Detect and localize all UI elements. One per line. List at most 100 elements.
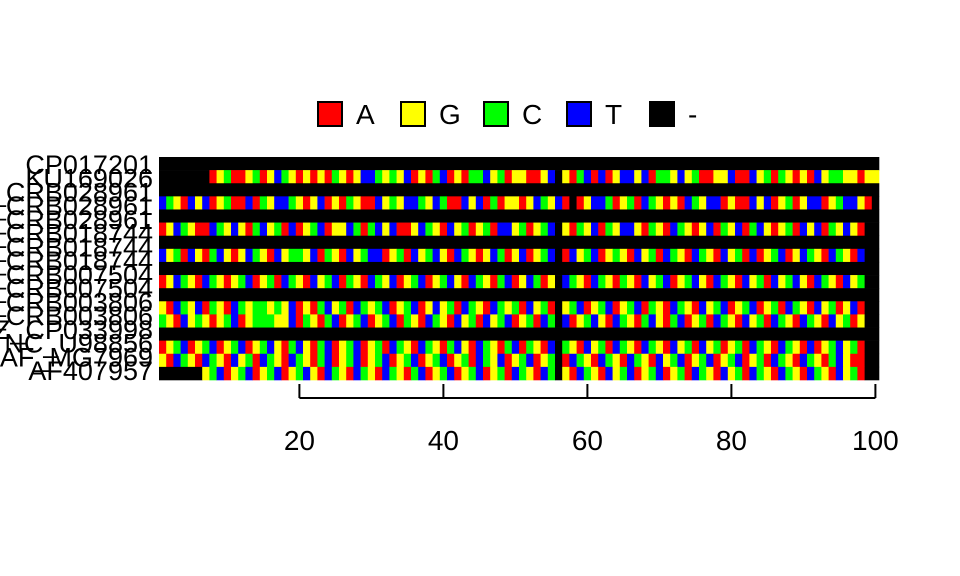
base-cell-A [483,301,491,315]
base-cell-G [454,222,462,237]
base-cell-T [619,170,635,184]
base-cell-G [778,196,786,210]
base-cell-C [583,366,592,381]
base-cell-A [195,275,203,289]
base-cell-T [547,170,556,184]
base-cell-T [173,275,181,289]
base-cell-C [425,222,433,237]
base-cell-T [706,196,721,210]
base-cell-G [821,170,829,184]
base-cell-T [288,301,297,315]
base-cell-A [540,275,549,289]
base-cell-T [771,353,779,368]
base-cell-T [670,340,678,355]
base-cell-T [209,222,217,237]
base-cell-G [396,170,405,184]
base-cell-T [591,248,599,263]
sequence-label: CP017201 [25,150,153,180]
base-cell-T [814,301,822,315]
base-cell-G [655,314,664,328]
base-cell-G [864,170,880,184]
base-cell-C [209,301,217,315]
base-cell-G [223,340,232,355]
base-cell-G [547,275,556,289]
base-cell-A [562,196,570,210]
base-cell-G [353,248,361,263]
base-cell-C [627,196,635,210]
base-cell-G [425,196,433,210]
base-cell-A [598,222,606,237]
base-cell-G [303,301,311,315]
base-cell-G [785,170,793,184]
base-cell-C [245,353,253,368]
base-cell-G [727,222,736,237]
base-cell-A [547,301,556,315]
base-cell-C [576,353,585,368]
base-cell-T [425,314,433,328]
base-cell-T [497,353,505,368]
base-cell-T [627,353,635,368]
base-cell-G [526,196,534,210]
base-cell-T [274,366,282,381]
sequence-label: NZ_CRB028961 [0,178,153,208]
base-cell-C [288,275,297,289]
legend-label-A: A [356,99,375,130]
base-cell-C [540,196,549,210]
base-cell-G [511,248,520,263]
base-cell-T [771,275,779,289]
base-cell-A [439,340,448,355]
base-cell-A [425,366,433,381]
base-cell-A [447,314,455,328]
base-cell-A [267,248,275,263]
base-cell-A [612,196,621,210]
base-cell-G [166,275,174,289]
base-cell-G [231,366,239,381]
base-cell-A [504,248,513,263]
base-cell-C [497,275,505,289]
base-cell-C [382,314,390,328]
base-cell-T [475,366,484,381]
base-cell-A [792,170,801,184]
base-cell-C [252,248,261,263]
base-cell-A [576,340,585,355]
base-cell-A [497,196,505,210]
base-cell-T [346,222,354,237]
base-cell-A [857,301,865,315]
base-cell-G [339,366,347,381]
base-cell-A [396,314,405,328]
base-cell-T [641,170,649,184]
base-cell-A [691,222,700,237]
base-cell-G [490,314,498,328]
base-cell-gap [864,353,880,368]
base-cell-T [216,248,225,263]
base-cell-A [360,275,369,289]
legend-swatch-G [400,101,426,127]
base-cell-C [677,366,685,381]
base-cell-T [310,275,318,289]
base-cell-A [771,196,779,210]
base-cell-G [166,248,174,263]
base-cell-G [735,301,743,315]
base-cell-T [367,248,383,263]
base-cell-G [612,353,621,368]
base-cell-G [591,301,599,315]
base-cell-G [461,314,469,328]
base-cell-G [432,222,441,237]
base-cell-A [238,314,246,328]
base-cell-C [785,222,793,237]
base-cell-A [223,301,232,315]
sequence-row [159,301,880,315]
base-cell-C [231,340,239,355]
base-cell-C [670,314,678,328]
base-cell-A [346,170,354,184]
base-cell-A [771,340,779,355]
base-cell-C [612,248,621,263]
base-cell-G [331,248,340,263]
x-tick-label: 20 [284,425,315,456]
base-cell-gap [159,209,880,223]
base-cell-T [850,301,858,315]
base-cell-G [432,275,441,289]
base-cell-C [576,170,585,184]
base-cell-G [612,222,621,237]
base-cell-T [807,340,815,355]
